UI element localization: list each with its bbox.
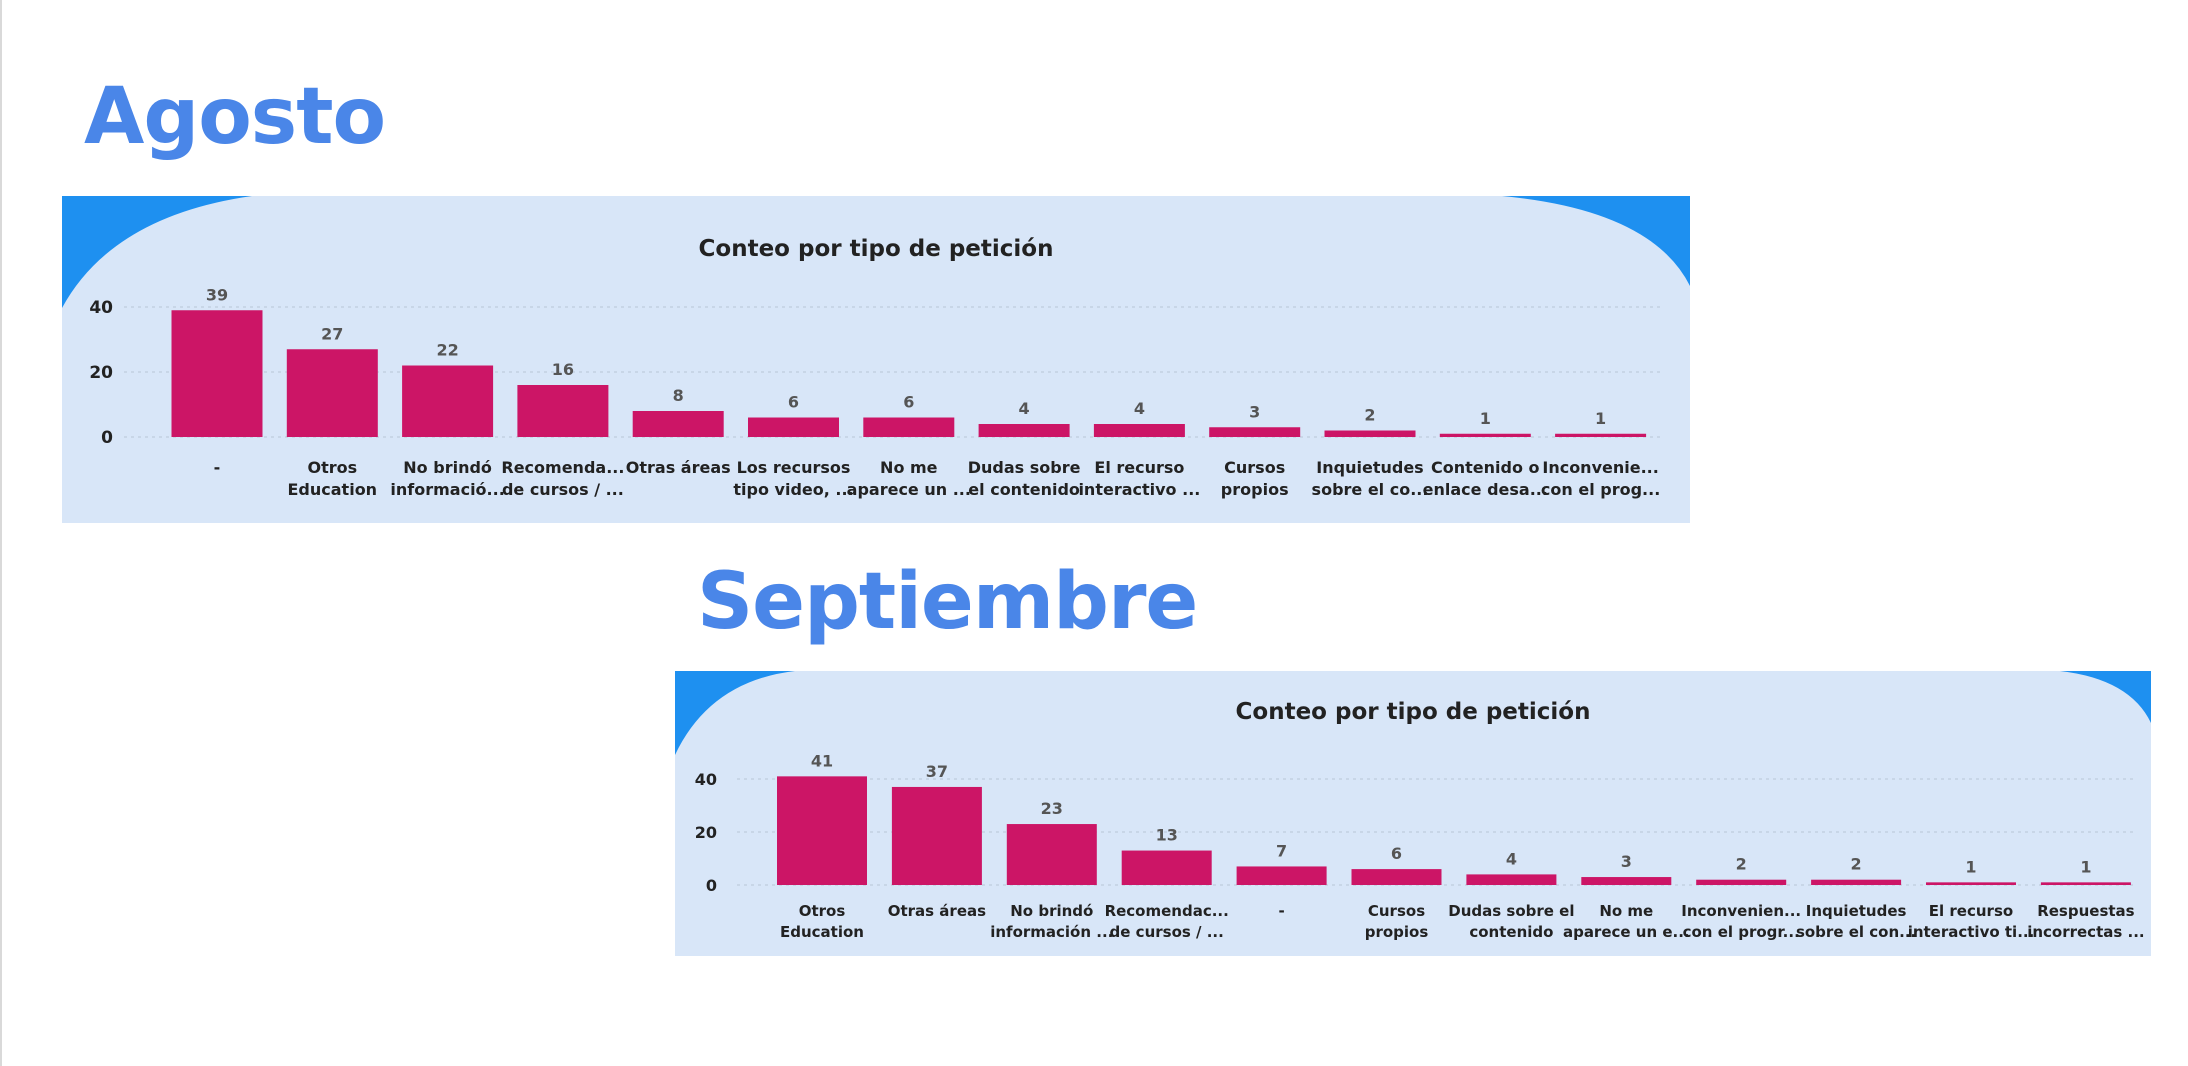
agosto-bar-chart: 0 20 40 39 - 27 Otros Education 22 No brindó infor… xyxy=(89,285,1662,499)
data-label: 4 xyxy=(1019,399,1030,418)
x-tick-label: Otros Education xyxy=(288,458,378,499)
data-label: 7 xyxy=(1276,841,1287,860)
data-label: 41 xyxy=(811,751,833,770)
x-tick-label: - xyxy=(1278,902,1284,920)
bar xyxy=(978,424,1070,437)
data-label: 23 xyxy=(1041,799,1063,818)
panel-corner-decoration xyxy=(62,196,1690,308)
panel-corner-decoration xyxy=(675,671,2151,755)
bar xyxy=(2040,882,2131,885)
data-label: 2 xyxy=(1364,406,1375,425)
x-tick-label: Inquietudes sobre el con... xyxy=(1796,902,1916,941)
data-label: 4 xyxy=(1506,849,1517,868)
septiembre-chart-panel: Conteo por tipo de petición 0 20 40 41 Otros… xyxy=(675,671,2151,956)
bar xyxy=(1439,433,1531,437)
data-label: 16 xyxy=(552,360,574,379)
data-label: 1 xyxy=(2080,857,2091,876)
agosto-chart-panel: Conteo por tipo de petición 0 20 40 39 - 27 Ot… xyxy=(62,196,1690,523)
y-tick-label: 40 xyxy=(695,770,717,789)
x-tick-label: No me aparece un ... xyxy=(847,458,971,499)
data-label: 39 xyxy=(206,285,228,304)
x-tick-label: El recurso interactivo ... xyxy=(1078,458,1200,499)
data-label: 1 xyxy=(1965,857,1976,876)
bar xyxy=(1926,882,2016,885)
bar xyxy=(1093,424,1185,437)
data-label: 6 xyxy=(788,393,799,412)
x-tick-label: Dudas sobre el contenido xyxy=(968,458,1081,499)
bar xyxy=(748,417,839,437)
x-tick-label: No me aparece un e... xyxy=(1563,902,1690,941)
bar xyxy=(1351,869,1442,885)
y-tick-label: 0 xyxy=(706,876,717,895)
chart-title: Conteo por tipo de petición xyxy=(698,236,1054,262)
data-label: 27 xyxy=(321,324,343,343)
y-tick-label: 20 xyxy=(89,363,113,383)
x-tick-label: Los recursos tipo video, ... xyxy=(733,458,853,499)
data-label: 3 xyxy=(1249,402,1260,421)
left-border-rule xyxy=(0,0,2,1066)
agosto-heading: Agosto xyxy=(84,72,386,162)
data-label: 6 xyxy=(1391,844,1402,863)
data-label: 37 xyxy=(926,762,948,781)
bar xyxy=(402,365,494,437)
x-tick-label: Inconvenien... con el progr... xyxy=(1681,902,1801,941)
bar xyxy=(1466,874,1557,885)
septiembre-heading: Septiembre xyxy=(697,557,1198,647)
bar xyxy=(1006,824,1097,885)
x-tick-label: Otras áreas xyxy=(888,902,986,920)
y-tick-label: 20 xyxy=(695,823,717,842)
bar xyxy=(1236,866,1327,885)
bar xyxy=(1696,879,1787,885)
x-tick-label: Recomendac... de cursos / ... xyxy=(1105,902,1229,941)
bar xyxy=(891,786,982,885)
y-tick-label: 0 xyxy=(101,428,113,448)
bar xyxy=(777,776,867,885)
x-tick-label: Respuestas incorrectas ... xyxy=(2027,902,2144,941)
x-tick-label: Otras áreas xyxy=(626,458,731,477)
x-tick-label: Inquietudes sobre el co... xyxy=(1312,458,1429,499)
bar xyxy=(1121,850,1212,885)
x-tick-label: El recurso interactivo ti... xyxy=(1908,902,2035,941)
x-tick-label: Dudas sobre el contenido xyxy=(1448,902,1574,941)
data-label: 6 xyxy=(903,393,914,412)
data-label: 8 xyxy=(673,386,684,405)
x-tick-label: Recomenda... de cursos / ... xyxy=(501,458,624,499)
bar xyxy=(863,417,955,437)
y-tick-label: 40 xyxy=(89,298,113,318)
data-label: 2 xyxy=(1736,855,1747,874)
bar xyxy=(632,411,724,437)
x-tick-label: Cursos propios xyxy=(1365,902,1429,941)
x-tick-label: - xyxy=(214,458,221,477)
bar xyxy=(1209,427,1301,437)
x-tick-label: No brindó informació... xyxy=(390,458,504,499)
data-label: 2 xyxy=(1851,855,1862,874)
bar xyxy=(517,385,609,437)
bar xyxy=(171,310,263,437)
x-tick-label: Inconvenie... con el prog... xyxy=(1541,458,1660,499)
data-label: 1 xyxy=(1480,409,1491,428)
data-label: 1 xyxy=(1595,409,1606,428)
bar xyxy=(1324,430,1416,437)
bar xyxy=(1555,433,1647,437)
x-tick-label: No brindó información ... xyxy=(990,902,1113,941)
data-label: 13 xyxy=(1156,826,1178,845)
data-label: 3 xyxy=(1621,852,1632,871)
x-tick-label: Contenido o enlace desa... xyxy=(1423,458,1548,499)
bar xyxy=(286,349,378,437)
data-label: 22 xyxy=(436,341,458,360)
x-tick-label: Cursos propios xyxy=(1221,458,1289,499)
bar xyxy=(1581,877,1672,885)
chart-title: Conteo por tipo de petición xyxy=(1235,699,1591,725)
bar xyxy=(1811,879,1902,885)
data-label: 4 xyxy=(1134,399,1145,418)
x-tick-label: Otros Education xyxy=(780,902,864,941)
